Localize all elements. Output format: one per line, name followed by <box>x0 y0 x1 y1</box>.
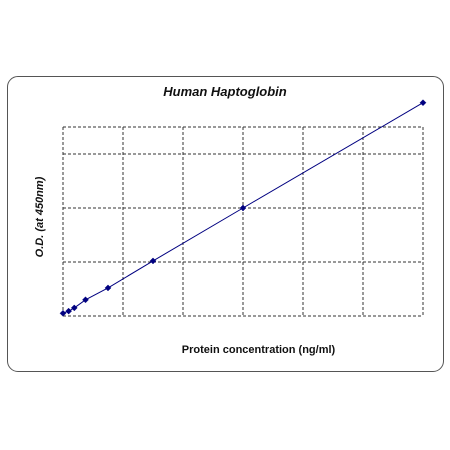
chart-title: Human Haptoglobin <box>163 84 287 99</box>
data-point-0-7 <box>419 99 427 107</box>
data-point-0-6 <box>239 204 247 212</box>
data-point-0-2 <box>70 304 78 312</box>
chart-frame <box>7 76 444 372</box>
data-point-0-4 <box>104 284 112 292</box>
data-point-0-0 <box>59 309 67 317</box>
data-point-0-3 <box>82 296 89 304</box>
data-point-0-5 <box>149 257 157 265</box>
x-axis-label: Protein concentration (ng/ml) <box>181 344 336 356</box>
data-point-0-1 <box>65 307 72 315</box>
